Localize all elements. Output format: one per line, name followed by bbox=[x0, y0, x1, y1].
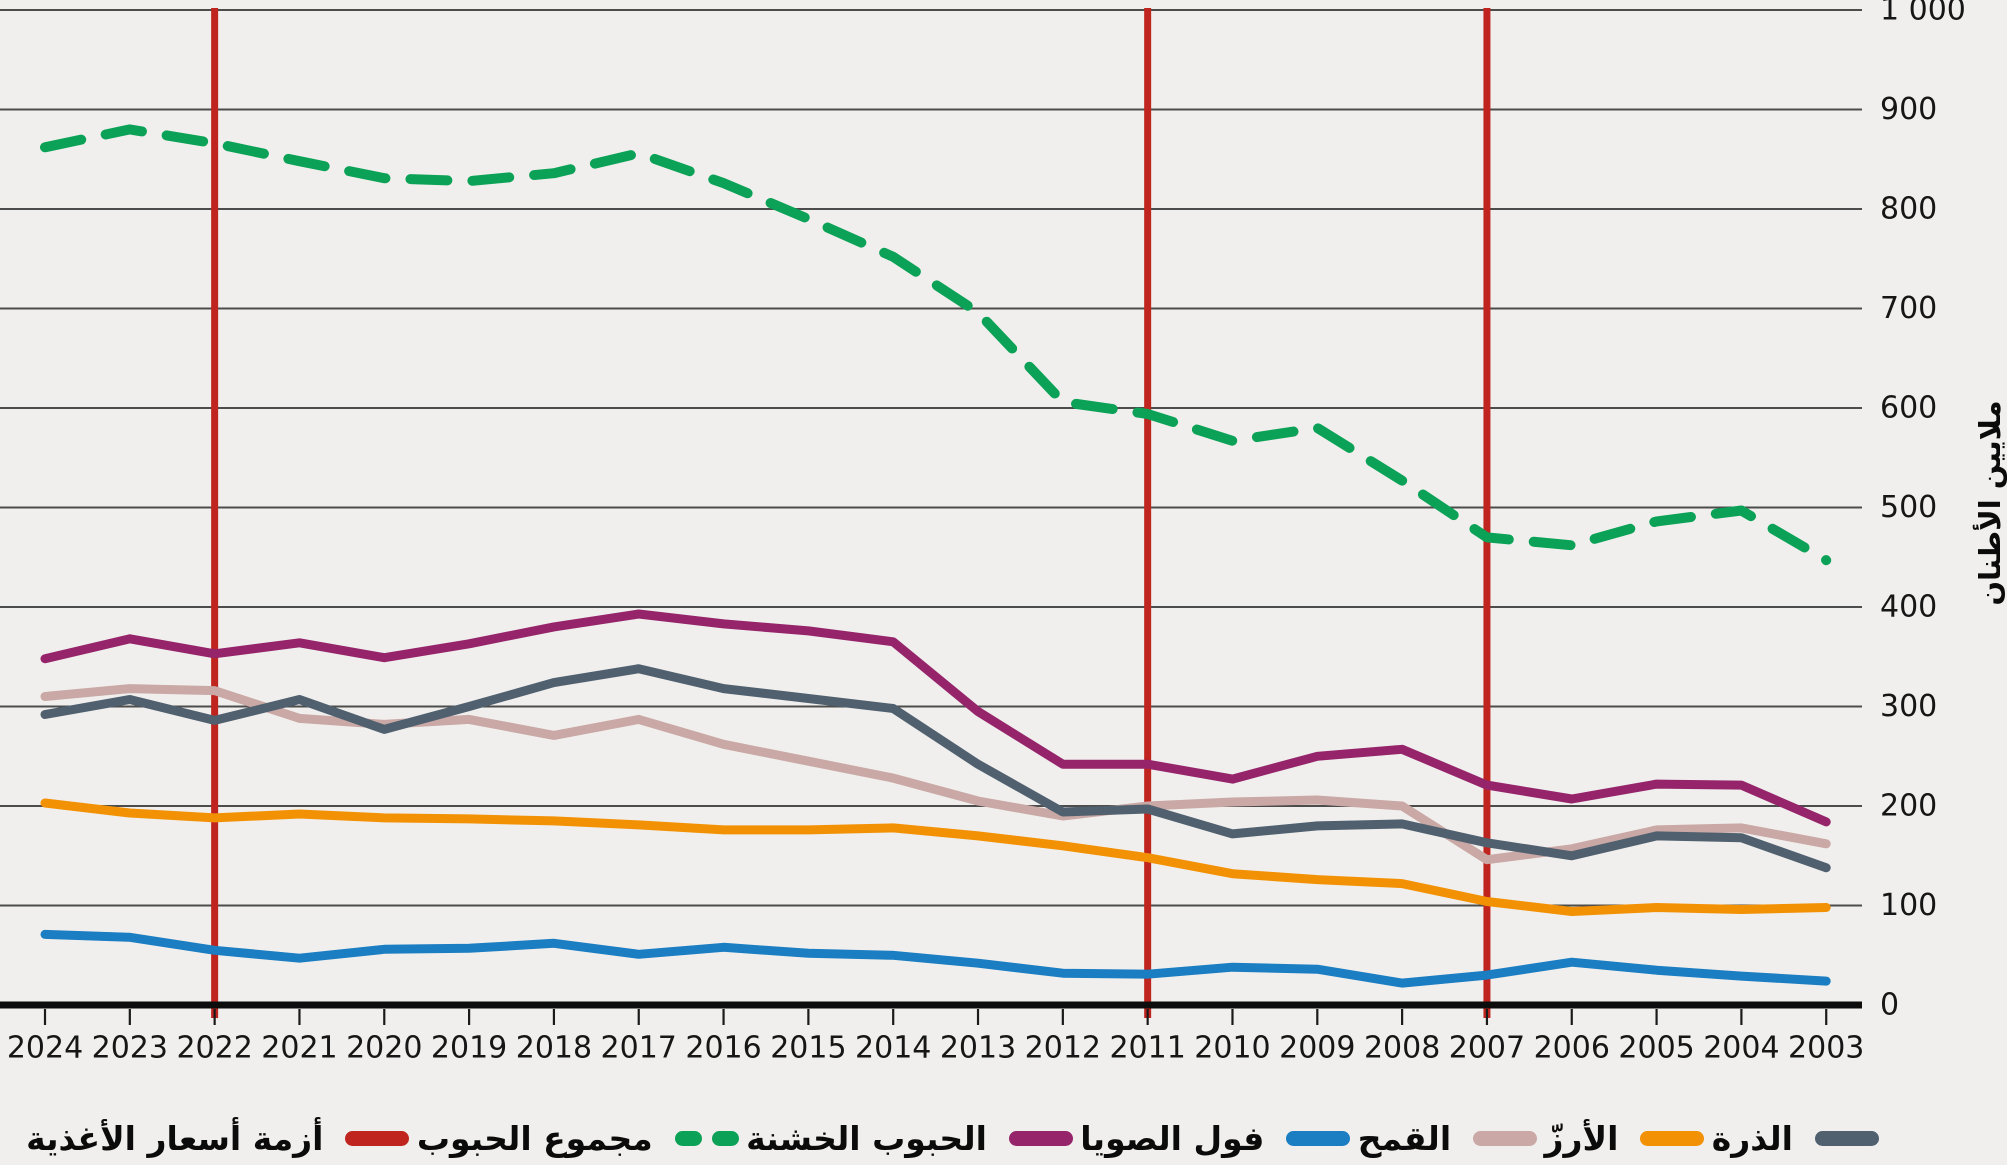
x-tick-label-2020: 2020 bbox=[346, 1031, 422, 1066]
legend-label-wheat: القمح bbox=[1357, 1119, 1452, 1158]
x-tick-label-2015: 2015 bbox=[770, 1031, 846, 1066]
x-tick-label-2018: 2018 bbox=[516, 1031, 592, 1066]
x-tick-label-2012: 2012 bbox=[1025, 1031, 1101, 1066]
y-tick-label-600: 600 bbox=[1880, 391, 1937, 426]
y-tick-label-700: 700 bbox=[1880, 291, 1937, 326]
series-line-coarse-grains bbox=[40, 609, 1831, 827]
x-tick-label-2010: 2010 bbox=[1194, 1031, 1270, 1066]
x-tick-label-2011: 2011 bbox=[1109, 1031, 1185, 1066]
x-tick-label-2023: 2023 bbox=[92, 1031, 168, 1066]
legend-swatch-rice-line-icon bbox=[1640, 1131, 1705, 1146]
y-tick-label-200: 200 bbox=[1880, 789, 1937, 824]
legend-label-food-price-crisis: أزمة أسعار الأغذية bbox=[26, 1119, 324, 1158]
x-tick-label-2009: 2009 bbox=[1279, 1031, 1355, 1066]
legend-item-coarse-grains: الحبوب الخشنة bbox=[746, 1122, 1073, 1155]
line-chart-plot: 2024 2023 2022 2021 2020 2019 2018 2017 2016 2015… bbox=[0, 0, 2007, 1066]
legend-label-rice: الأرزّ bbox=[1544, 1119, 1619, 1158]
x-tick-label-2006: 2006 bbox=[1534, 1031, 1610, 1066]
legend-swatch-soybeans-line-icon bbox=[1286, 1131, 1351, 1146]
legend-item-total-cereals: مجموع الحبوب bbox=[417, 1122, 739, 1155]
legend-item-soybeans: فول الصويا bbox=[1080, 1119, 1351, 1158]
legend-swatch-coarse-grains-line-icon bbox=[1008, 1131, 1073, 1146]
y-tick-label-500: 500 bbox=[1880, 490, 1937, 525]
legend-swatch-wheat-line-icon bbox=[1473, 1131, 1538, 1146]
x-tick-label-2004: 2004 bbox=[1703, 1031, 1779, 1066]
y-tick-label-400: 400 bbox=[1880, 590, 1937, 625]
x-tick-label-2014: 2014 bbox=[855, 1031, 931, 1066]
y-tick-label-1000: 1 000 bbox=[1880, 0, 1966, 28]
chart-legend: الذرة الأرزّ القمح فول الصويا الحبوب الخشنة م… bbox=[0, 1112, 2007, 1165]
legend-label-maize: الذرة bbox=[1711, 1119, 1793, 1158]
x-tick-label-2017: 2017 bbox=[601, 1031, 677, 1066]
y-tick-label-300: 300 bbox=[1880, 689, 1937, 724]
x-tick-label-2013: 2013 bbox=[940, 1031, 1016, 1066]
y-tick-label-800: 800 bbox=[1880, 192, 1937, 227]
legend-label-soybeans: فول الصويا bbox=[1080, 1119, 1265, 1158]
y-axis-title: ملايين الأطنان bbox=[1972, 400, 2007, 605]
series-line-wheat bbox=[40, 684, 1831, 865]
legend-label-total-cereals: مجموع الحبوب bbox=[416, 1119, 653, 1158]
legend-item-food-price-crisis: أزمة أسعار الأغذية bbox=[26, 1119, 410, 1158]
x-tick-label-2005: 2005 bbox=[1618, 1031, 1694, 1066]
x-tick-label-2024: 2024 bbox=[7, 1031, 83, 1066]
x-tick-label-2022: 2022 bbox=[176, 1031, 252, 1066]
x-tick-label-2016: 2016 bbox=[685, 1031, 761, 1066]
x-tick-label-2007: 2007 bbox=[1449, 1031, 1525, 1066]
legend-item-wheat: القمح bbox=[1357, 1119, 1538, 1158]
x-tick-label-2019: 2019 bbox=[431, 1031, 507, 1066]
series-line-soybeans bbox=[40, 929, 1831, 988]
series-line-rice bbox=[40, 798, 1831, 916]
y-tick-label-900: 900 bbox=[1880, 92, 1937, 127]
legend-swatch-food-price-crisis-line-icon bbox=[345, 1131, 410, 1146]
legend-item-maize: الذرة bbox=[1712, 1122, 1879, 1155]
legend-swatch-total-cereals-dashed-icon bbox=[674, 1131, 739, 1146]
x-tick-label-2021: 2021 bbox=[261, 1031, 337, 1066]
legend-label-coarse-grains: الحبوب الخشنة bbox=[746, 1119, 987, 1158]
legend-item-rice: الأرزّ bbox=[1545, 1122, 1705, 1155]
y-tick-label-0: 0 bbox=[1880, 988, 1899, 1023]
series-line-total-cereals bbox=[40, 124, 1832, 566]
x-tick-label-2008: 2008 bbox=[1364, 1031, 1440, 1066]
series-line-maize bbox=[40, 664, 1831, 873]
legend-swatch-maize-line-icon bbox=[1815, 1131, 1879, 1146]
x-tick-label-2003: 2003 bbox=[1788, 1031, 1864, 1066]
y-tick-label-100: 100 bbox=[1880, 888, 1937, 923]
